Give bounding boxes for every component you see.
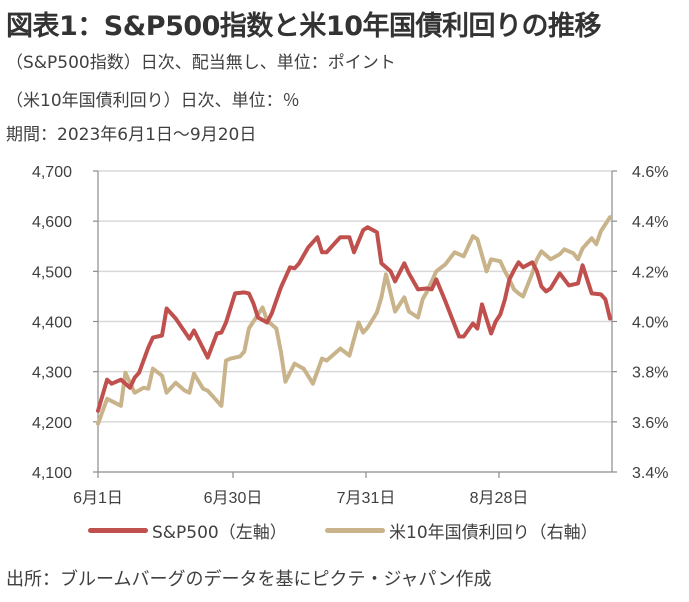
series-lines: [96, 215, 612, 426]
x-tick-label: 6月30日: [204, 490, 263, 507]
legend-swatch-sp500: [88, 528, 148, 533]
left-tick-label: 4,500: [32, 264, 72, 281]
source-note: 出所：ブルームバーグのデータを基にピクテ・ジャパン作成: [6, 569, 492, 590]
right-tick-label: 4.6%: [632, 164, 668, 181]
x-tick-label: 8月28日: [470, 490, 529, 507]
subtitle-period: 期間：2023年6月1日～9月20日: [6, 125, 257, 145]
left-tick-label: 4,400: [32, 315, 72, 332]
legend-item-sp500: S&P500（左軸）: [88, 518, 287, 543]
left-tick-label: 4,600: [32, 214, 72, 231]
right-tick-label: 4.4%: [632, 214, 668, 231]
left-tick-label: 4,300: [32, 365, 72, 382]
subtitle-yield-units: （米10年国債利回り）日次、単位：％: [6, 91, 300, 111]
left-tick-label: 4,700: [32, 164, 72, 181]
left-tick-label: 4,100: [32, 465, 72, 482]
legend-label-sp500: S&P500（左軸）: [152, 523, 287, 543]
legend-swatch-yield: [325, 528, 385, 533]
subtitle-sp500-units: （S&P500指数）日次、配当無し、単位：ポイント: [6, 53, 396, 73]
series-line-us10y-yield: [96, 215, 612, 426]
left-tick-label: 4,200: [32, 415, 72, 432]
legend-item-yield: 米10年国債利回り（右軸）: [325, 518, 598, 543]
chart-title: 図表1：S&P500指数と米10年国債利回りの推移: [6, 11, 602, 42]
gridlines: [98, 170, 612, 423]
series-line-sp500: [96, 225, 612, 413]
x-axis-ticks: 6月1日 6月30日 7月31日 8月28日: [73, 472, 528, 507]
x-tick-label: 6月1日: [73, 490, 123, 507]
legend-label-yield: 米10年国債利回り（右軸）: [389, 523, 598, 543]
right-tick-label: 4.2%: [632, 264, 668, 281]
x-tick-label: 7月31日: [337, 490, 396, 507]
left-axis-ticks: 4,100 4,200 4,300 4,400 4,500 4,600 4,700: [32, 164, 98, 482]
right-axis-ticks: 3.4% 3.6% 3.8% 4.0% 4.2% 4.4% 4.6%: [612, 164, 668, 482]
right-tick-label: 3.6%: [632, 415, 668, 432]
right-tick-label: 4.0%: [632, 315, 668, 332]
right-tick-label: 3.4%: [632, 465, 668, 482]
right-tick-label: 3.8%: [632, 365, 668, 382]
